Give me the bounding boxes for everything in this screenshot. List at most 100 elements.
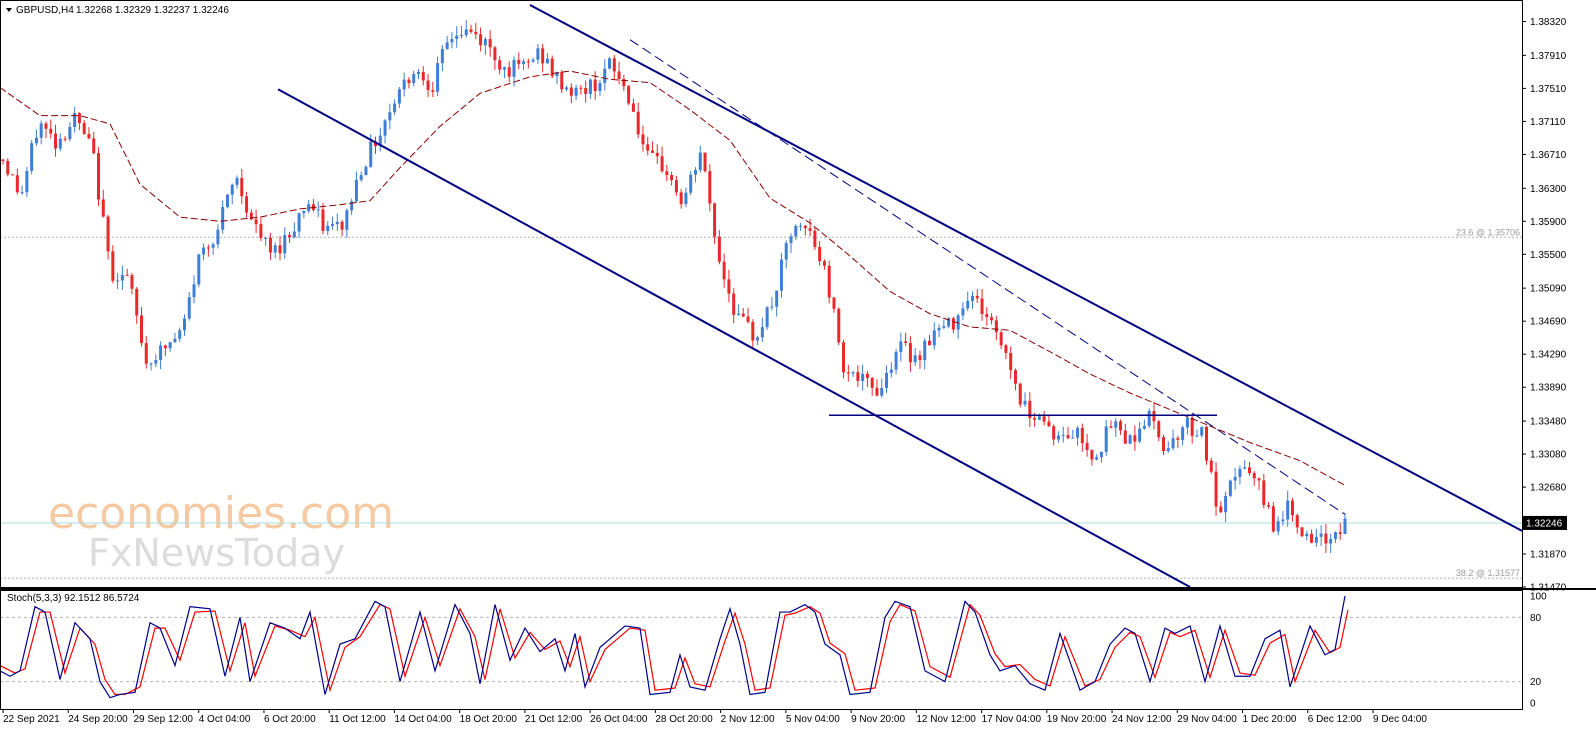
- candle-body: [1085, 442, 1089, 450]
- candle-body: [431, 90, 435, 92]
- candle-body: [622, 79, 626, 87]
- candle-body: [1338, 532, 1342, 534]
- candle-body: [1252, 473, 1256, 479]
- candle-body: [216, 229, 220, 245]
- candle-body: [565, 87, 569, 90]
- candle-body: [851, 372, 855, 374]
- candle-body: [493, 47, 497, 61]
- candle-body: [631, 103, 635, 112]
- candle-body: [713, 203, 717, 237]
- candle-body: [139, 315, 143, 344]
- candle-body: [264, 237, 268, 239]
- candle-body: [202, 247, 206, 255]
- candle-body: [1, 159, 5, 161]
- candle-body: [335, 221, 339, 225]
- candle-body: [951, 318, 955, 330]
- candle-body: [116, 280, 120, 282]
- candle-body: [82, 122, 86, 134]
- candle-body: [865, 373, 869, 378]
- candle-body: [440, 49, 444, 64]
- x-tick-label: 21 Oct 12:00: [525, 714, 583, 725]
- candle-body: [321, 209, 325, 231]
- candle-body: [799, 225, 803, 227]
- candle-body: [469, 29, 473, 32]
- candle-body: [861, 373, 865, 381]
- candle-body: [1071, 437, 1075, 439]
- candle-body: [636, 111, 640, 135]
- x-tick-label: 11 Oct 12:00: [329, 714, 386, 725]
- stoch-main-line: [0, 595, 1346, 699]
- candle-body: [617, 71, 621, 80]
- dashed-trend-line: [629, 39, 1346, 515]
- candle-body: [975, 295, 979, 299]
- candle-body: [727, 279, 731, 294]
- candle-body: [760, 327, 764, 338]
- candle-body: [1267, 504, 1271, 507]
- candle-body: [870, 377, 874, 388]
- candle-body: [966, 300, 970, 309]
- candle-body: [770, 306, 774, 308]
- candle-body: [1090, 449, 1094, 460]
- candle-body: [345, 210, 349, 230]
- fib-level-label: 23.6 @ 1.35706: [1456, 227, 1520, 237]
- candle-body: [655, 152, 659, 157]
- x-tick-label: 2 Nov 12:00: [721, 714, 775, 725]
- candle-body: [326, 225, 330, 231]
- candle-body: [1147, 410, 1151, 426]
- candle-body: [598, 83, 602, 91]
- candle-body: [1123, 430, 1127, 444]
- channel-upper-line: [529, 4, 1523, 532]
- candle-body: [288, 235, 292, 238]
- price-tag-box: [1523, 515, 1567, 530]
- candle-body: [502, 67, 506, 70]
- candle-body: [1033, 418, 1037, 420]
- x-tick-label: 9 Nov 20:00: [851, 714, 905, 725]
- candle-body: [541, 48, 545, 64]
- stoch-tick-label: 20: [1530, 677, 1542, 688]
- candle-body: [1310, 533, 1314, 543]
- candle-body: [221, 207, 225, 230]
- candle-body: [660, 156, 664, 172]
- candle-body: [1080, 427, 1084, 443]
- candle-body: [555, 72, 559, 77]
- candle-body: [245, 196, 249, 213]
- candle-body: [1061, 435, 1065, 437]
- candle-body: [779, 259, 783, 291]
- candle-body: [732, 293, 736, 315]
- candle-body: [58, 138, 62, 149]
- candle-body: [1066, 435, 1070, 439]
- candle-body: [994, 320, 998, 333]
- candle-body: [498, 60, 502, 70]
- candle-body: [149, 363, 153, 365]
- watermark: economies.com FxNewsToday: [48, 488, 394, 575]
- candle-body: [1099, 451, 1103, 458]
- candle-body: [856, 372, 860, 381]
- dropdown-icon[interactable]: [6, 8, 12, 12]
- candlesticks: [1, 20, 1347, 554]
- channel-lower-line: [277, 88, 1191, 588]
- candle-body: [364, 166, 368, 176]
- y-tick-label: 1.31470: [1530, 583, 1567, 594]
- candle-body: [708, 171, 712, 204]
- candle-body: [1028, 400, 1032, 419]
- candle-body: [101, 199, 105, 217]
- candle-body: [369, 141, 373, 167]
- candle-body: [1214, 471, 1218, 507]
- candle-body: [359, 175, 363, 180]
- candle-body: [273, 245, 277, 253]
- candle-body: [751, 321, 755, 341]
- candle-body: [192, 284, 196, 298]
- x-tick-label: 12 Nov 12:00: [916, 714, 976, 725]
- candle-body: [331, 224, 335, 226]
- x-tick-label: 29 Nov 04:00: [1177, 714, 1237, 725]
- candle-body: [1171, 438, 1175, 449]
- candle-body: [159, 345, 163, 361]
- y-tick-label: 1.34690: [1530, 317, 1567, 328]
- chart-header: GBPUSD,H4 1.32268 1.32329 1.32237 1.3224…: [6, 5, 229, 16]
- candle-body: [1343, 518, 1347, 534]
- candle-body: [120, 275, 124, 281]
- candle-body: [703, 152, 707, 172]
- candle-body: [1095, 457, 1099, 460]
